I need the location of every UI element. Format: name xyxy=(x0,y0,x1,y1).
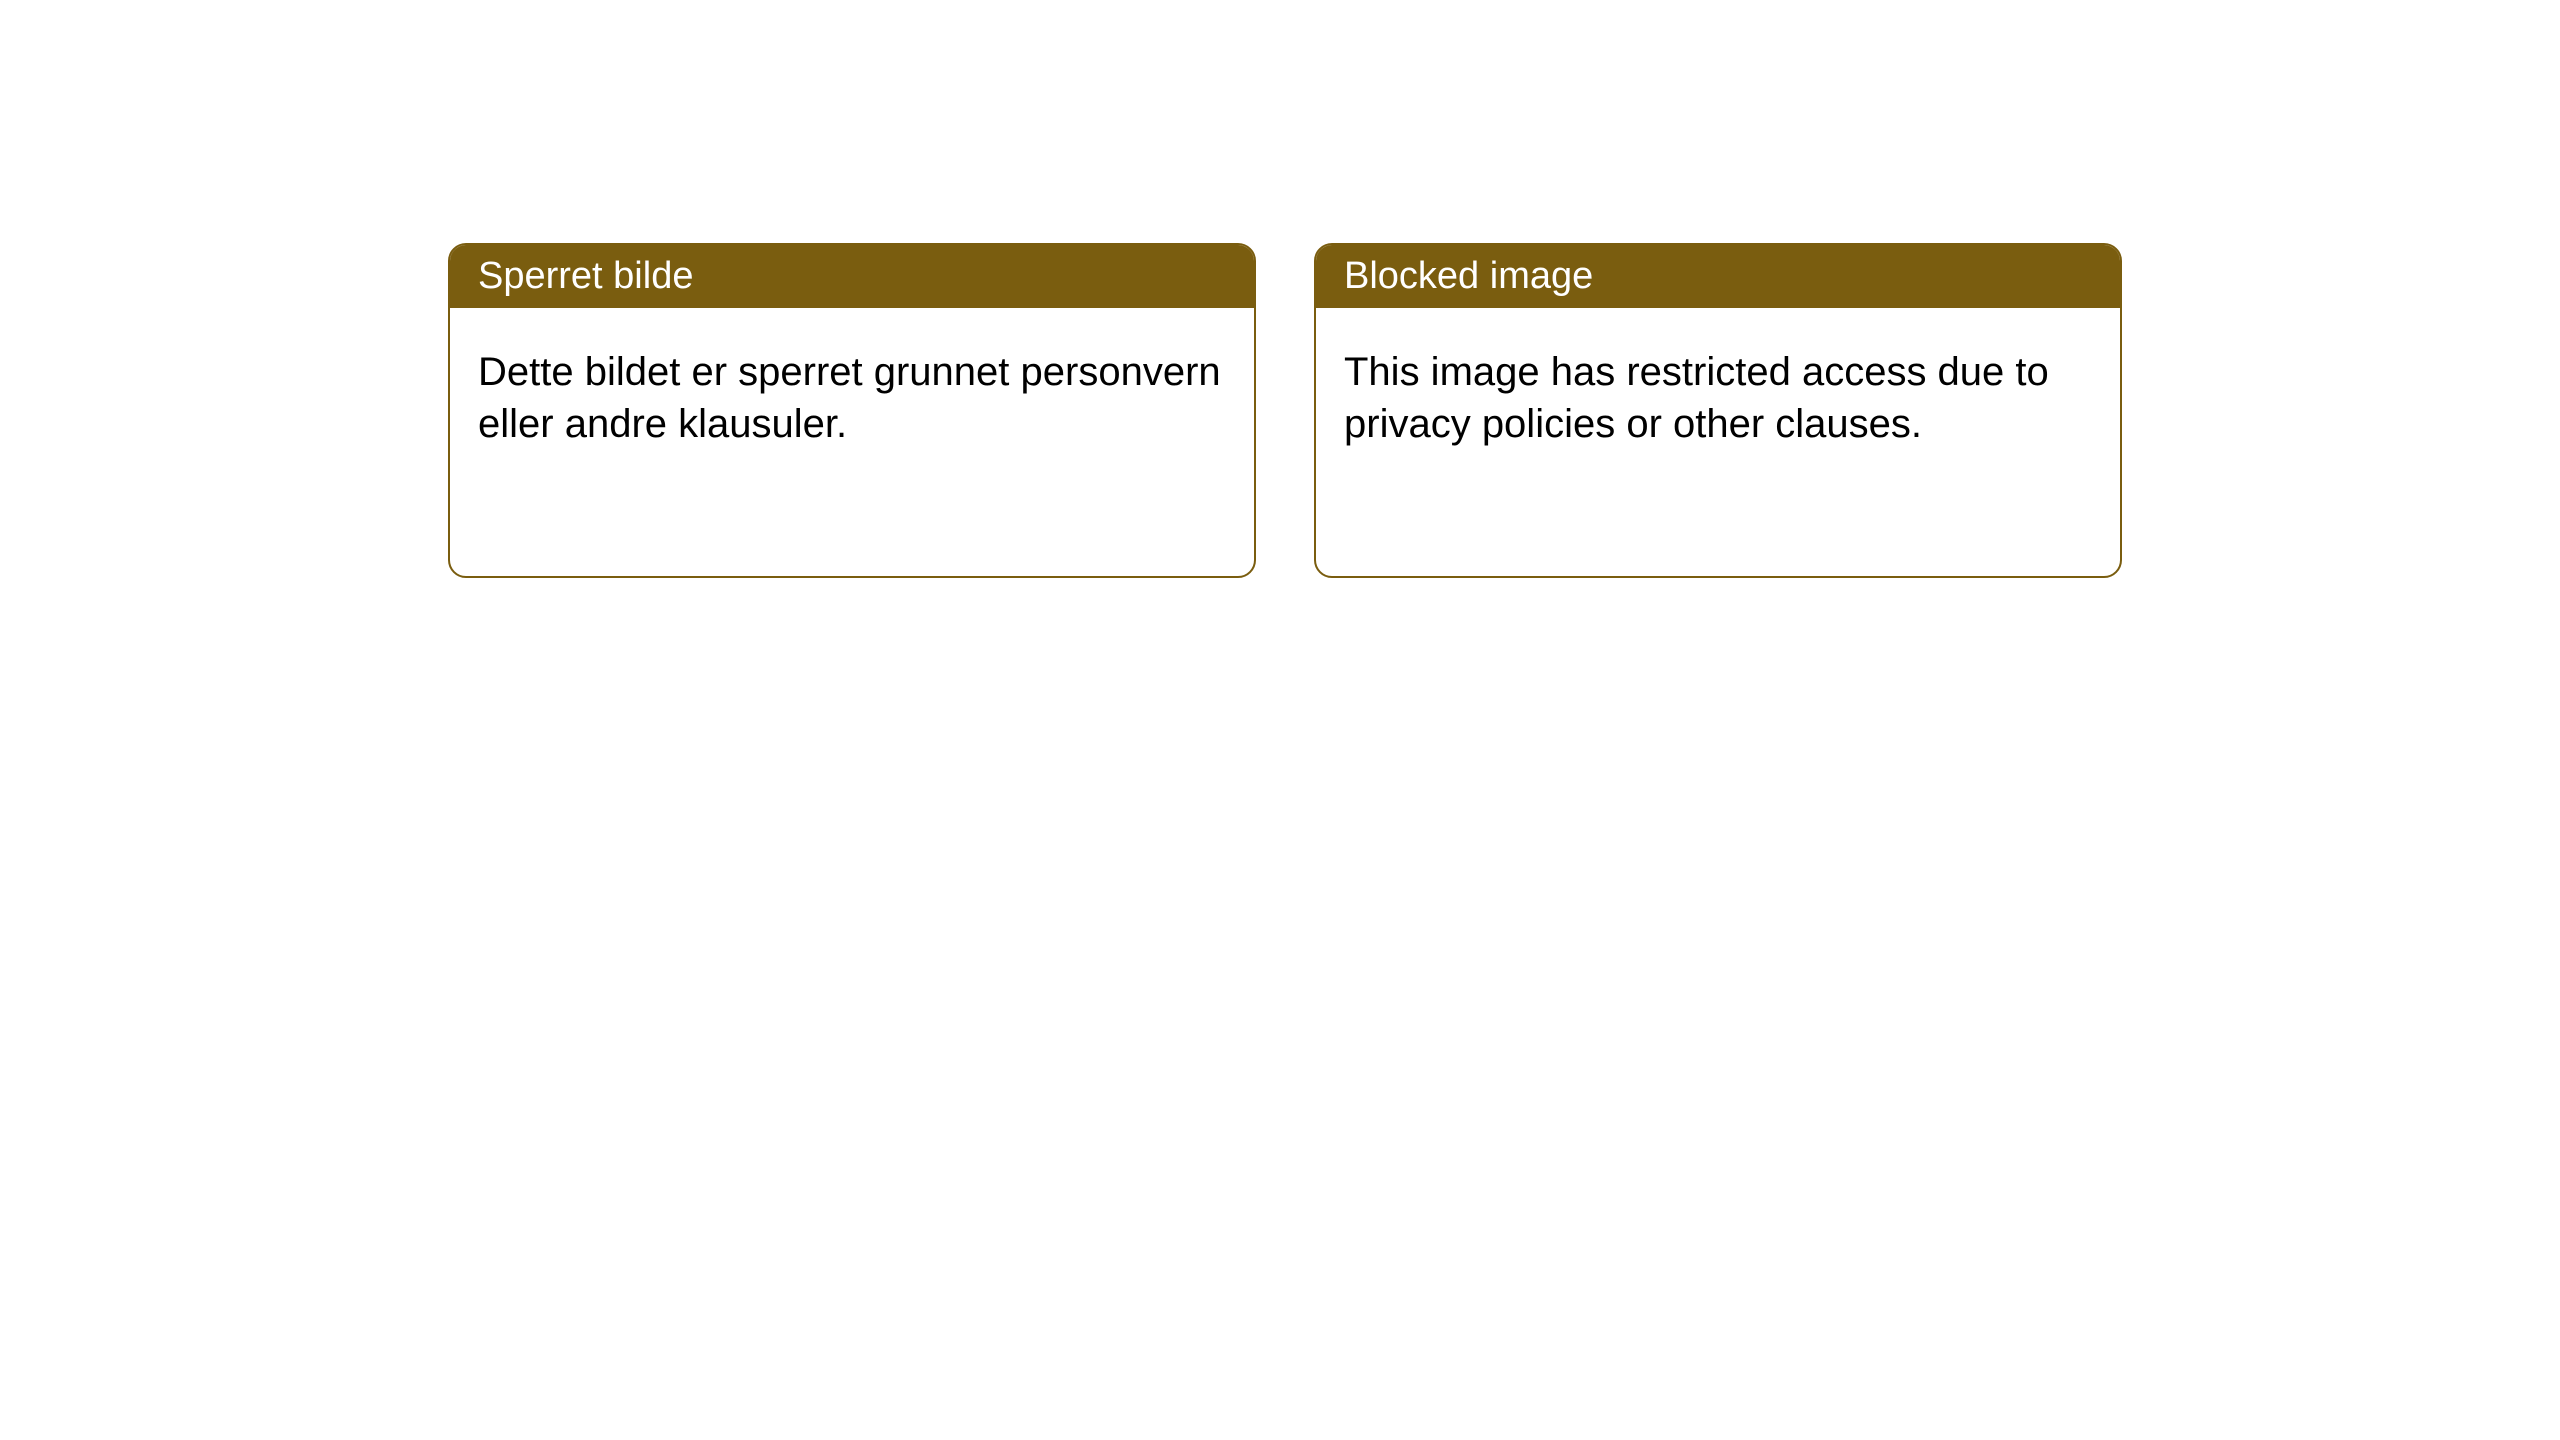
notice-card-no: Sperret bilde Dette bildet er sperret gr… xyxy=(448,243,1256,578)
notice-body-no: Dette bildet er sperret grunnet personve… xyxy=(450,308,1254,488)
notice-header-no: Sperret bilde xyxy=(450,245,1254,308)
notice-container: Sperret bilde Dette bildet er sperret gr… xyxy=(0,0,2560,578)
notice-card-en: Blocked image This image has restricted … xyxy=(1314,243,2122,578)
notice-body-en: This image has restricted access due to … xyxy=(1316,308,2120,488)
notice-header-en: Blocked image xyxy=(1316,245,2120,308)
